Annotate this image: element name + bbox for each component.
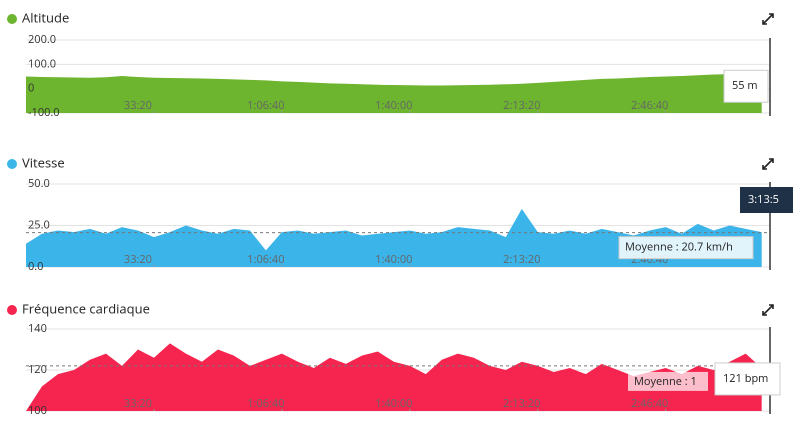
x-tick-label: 2:46:40: [631, 98, 668, 113]
x-tick-label: 1:40:00: [375, 252, 412, 267]
y-tick-label: 140: [28, 321, 47, 336]
cursor-time: 3:13:5: [748, 192, 779, 207]
tooltip-box: [714, 362, 781, 396]
y-tick-label: 200.0: [28, 32, 56, 47]
chart-panel: Altitude -100.0 0 100.0 200.0 33:20 1:06:40 1:4…: [7, 8, 774, 120]
expand-icon: [762, 304, 774, 316]
expand-icon: [762, 304, 774, 316]
chart-title: Fréquence cardiaque: [22, 299, 150, 317]
expand-icon: [762, 13, 774, 25]
y-tick-label: 100: [28, 403, 47, 418]
y-tick-label: 120: [28, 362, 47, 377]
expand-button[interactable]: [762, 158, 774, 170]
cursor-time-box: [740, 187, 793, 213]
area: [26, 74, 762, 113]
y-tick-label: 25.0: [28, 217, 50, 232]
expand-button[interactable]: [762, 304, 774, 316]
y-tick-label: -100.0: [28, 105, 60, 120]
x-tick-label: 1:40:00: [375, 98, 412, 113]
y-tick-label: 0.0: [28, 259, 43, 274]
average-label: Moyenne : 20.7 km/h: [625, 240, 733, 255]
x-tick-label: 2:13:20: [503, 98, 540, 113]
legend-dot: [7, 305, 17, 315]
x-tick-label: 2:13:20: [503, 252, 540, 267]
average-box: [618, 236, 754, 260]
expand-icon: [762, 13, 774, 25]
expand-button[interactable]: [762, 13, 774, 25]
legend-dot: [7, 14, 17, 24]
y-tick-label: 50.0: [28, 176, 50, 191]
y-tick-label: 0: [28, 81, 34, 96]
tooltip-box: [723, 69, 769, 103]
chart-title: Altitude: [22, 8, 69, 26]
x-tick-label: 1:06:40: [247, 396, 284, 411]
average-label: Moyenne : 1: [634, 374, 697, 389]
average-box: [628, 371, 708, 391]
x-tick-label: 33:20: [124, 396, 152, 411]
x-tick-label: 2:46:40: [631, 396, 668, 411]
x-tick-label: 1:40:00: [375, 396, 412, 411]
area: [26, 208, 762, 267]
tooltip-value: 55 m: [732, 78, 758, 93]
expand-icon: [762, 158, 774, 170]
y-tick-label: 100.0: [28, 56, 56, 71]
x-tick-label: 33:20: [124, 252, 152, 267]
legend-dot: [7, 159, 17, 169]
expand-icon: [762, 158, 774, 170]
x-tick-label: 2:13:20: [503, 396, 540, 411]
tooltip-value: 121 bpm: [723, 371, 768, 386]
chart-title: Vitesse: [22, 153, 65, 171]
x-tick-label: 1:06:40: [247, 98, 284, 113]
x-tick-label: 1:06:40: [247, 252, 284, 267]
area: [26, 343, 762, 411]
x-tick-label: 33:20: [124, 98, 152, 113]
chart-panel: Fréquence cardiaque 100 120 140 33:20 1:06:40…: [7, 299, 781, 418]
chart-panel: Vitesse 0.0 25.0 50.0 33:20 1:06:40 1:40:00 2:1…: [7, 153, 793, 274]
